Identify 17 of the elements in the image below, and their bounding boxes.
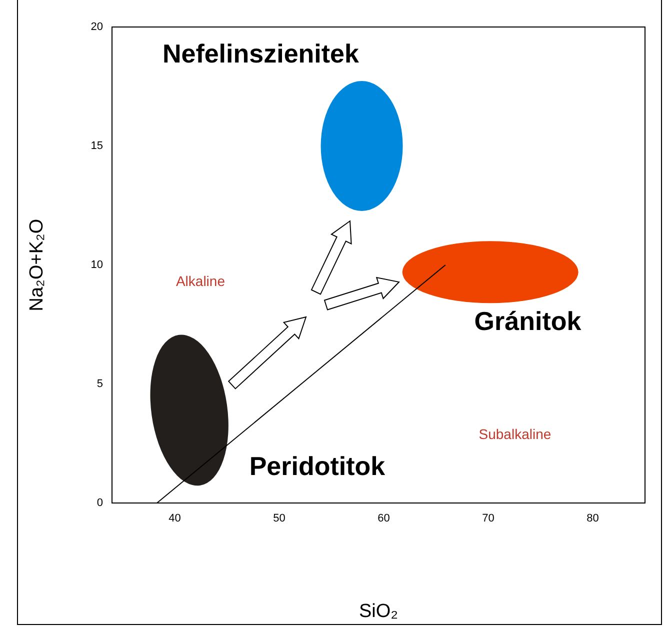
y-axis-title: Na₂O+K₂O — [26, 218, 48, 312]
x-tick-label: 60 — [378, 512, 390, 525]
y-tick-label: 15 — [90, 140, 103, 152]
y-tick-label: 20 — [90, 21, 103, 34]
annotation: Subalkaline — [478, 426, 552, 442]
x-axis-title: SiO₂ — [358, 600, 398, 622]
y-tick-label: 10 — [90, 259, 103, 272]
x-tick-label: 80 — [586, 512, 599, 525]
annotation: Peridotitok — [249, 450, 386, 481]
x-tick-label: 70 — [482, 512, 494, 525]
x-tick-label: 40 — [168, 512, 181, 525]
annotation: Gránitok — [474, 306, 582, 336]
annotation: Nefelinszienitek — [162, 38, 360, 68]
annotation: Alkaline — [176, 272, 226, 289]
y-tick-label: 0 — [96, 497, 103, 510]
y-tick-label: 5 — [96, 378, 103, 390]
x-tick-label: 50 — [273, 512, 286, 525]
